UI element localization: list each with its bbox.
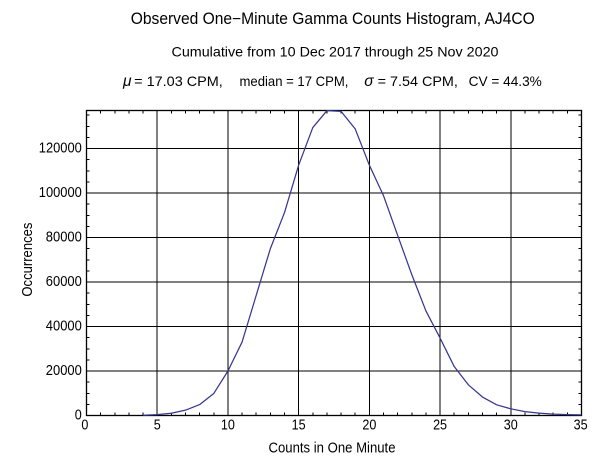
svg-text:median = 17 CPM,: median = 17 CPM, [240,73,349,89]
svg-text:25: 25 [433,418,447,434]
svg-text:σ: σ [364,73,374,90]
svg-text:100000: 100000 [39,185,82,201]
svg-text:40000: 40000 [46,319,82,335]
svg-text:μ: μ [122,73,132,90]
svg-text:Occurrences: Occurrences [19,223,36,297]
svg-text:Counts in One Minute: Counts in One Minute [269,440,396,457]
svg-text:15: 15 [292,418,306,434]
svg-text:80000: 80000 [46,230,82,246]
svg-text:20000: 20000 [46,363,82,379]
svg-text:10: 10 [221,418,235,434]
svg-text:60000: 60000 [46,274,82,290]
svg-text:0: 0 [81,418,88,434]
svg-text:Observed One−Minute Gamma Coun: Observed One−Minute Gamma Counts Histogr… [131,10,535,28]
svg-text:120000: 120000 [39,141,82,157]
svg-text:= 17.03 CPM,: = 17.03 CPM, [134,73,223,89]
svg-text:35: 35 [574,418,588,434]
svg-text:Cumulative from 10 Dec 2017 th: Cumulative from 10 Dec 2017 through 25 N… [172,43,499,59]
svg-text:20: 20 [362,418,376,434]
svg-text:0: 0 [75,408,82,424]
svg-text:5: 5 [154,418,161,434]
svg-text:CV = 44.3%: CV = 44.3% [469,73,542,89]
svg-text:30: 30 [504,418,518,434]
svg-text:= 7.54 CPM,: = 7.54 CPM, [378,73,458,89]
